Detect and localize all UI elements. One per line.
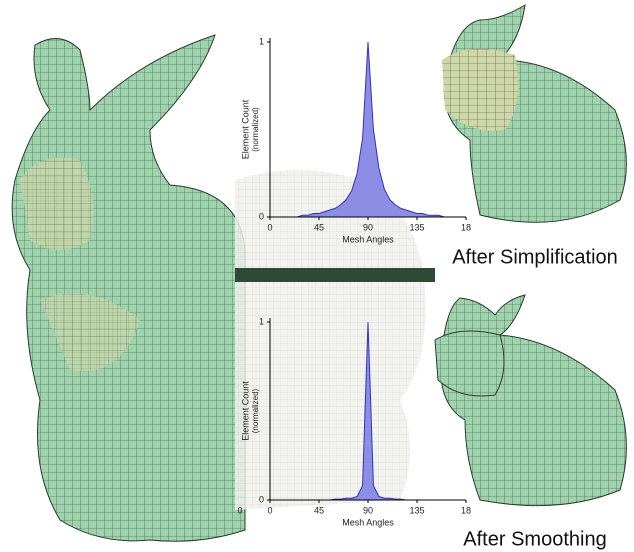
- x-axis-label: Mesh Angles: [342, 234, 394, 244]
- y-axis-label: Element Count: [240, 381, 250, 441]
- x-tick-label: 45: [314, 222, 324, 232]
- y-tick-label: 1: [259, 316, 264, 326]
- x-tick-label: 18: [461, 222, 471, 232]
- bunny-simplified: [442, 5, 626, 222]
- caption: After Simplification: [452, 246, 618, 268]
- caption: After Smoothing: [463, 528, 606, 550]
- stray-label: 0: [237, 505, 242, 515]
- y-axis-note: (normalized): [251, 388, 260, 433]
- x-tick-label: 135: [409, 222, 424, 232]
- y-tick-label: 1: [259, 36, 264, 46]
- x-tick-label: 90: [363, 505, 373, 515]
- x-tick-label: 0: [267, 505, 272, 515]
- x-tick-label: 0: [267, 222, 272, 232]
- x-axis-label: Mesh Angles: [342, 517, 394, 527]
- bunny-smoothed: [435, 295, 626, 506]
- y-axis-label: Element Count: [240, 99, 250, 159]
- large-bunny: [12, 35, 245, 541]
- figure: 045901351801Mesh AnglesElement Count(nor…: [0, 0, 634, 552]
- x-tick-label: 45: [314, 505, 324, 515]
- slice-band: [235, 268, 435, 282]
- y-axis-note: (normalized): [251, 107, 260, 152]
- x-tick-label: 18: [461, 505, 471, 515]
- y-tick-label: 0: [259, 494, 264, 504]
- x-tick-label: 135: [409, 505, 424, 515]
- y-tick-label: 0: [259, 211, 264, 221]
- x-tick-label: 90: [363, 222, 373, 232]
